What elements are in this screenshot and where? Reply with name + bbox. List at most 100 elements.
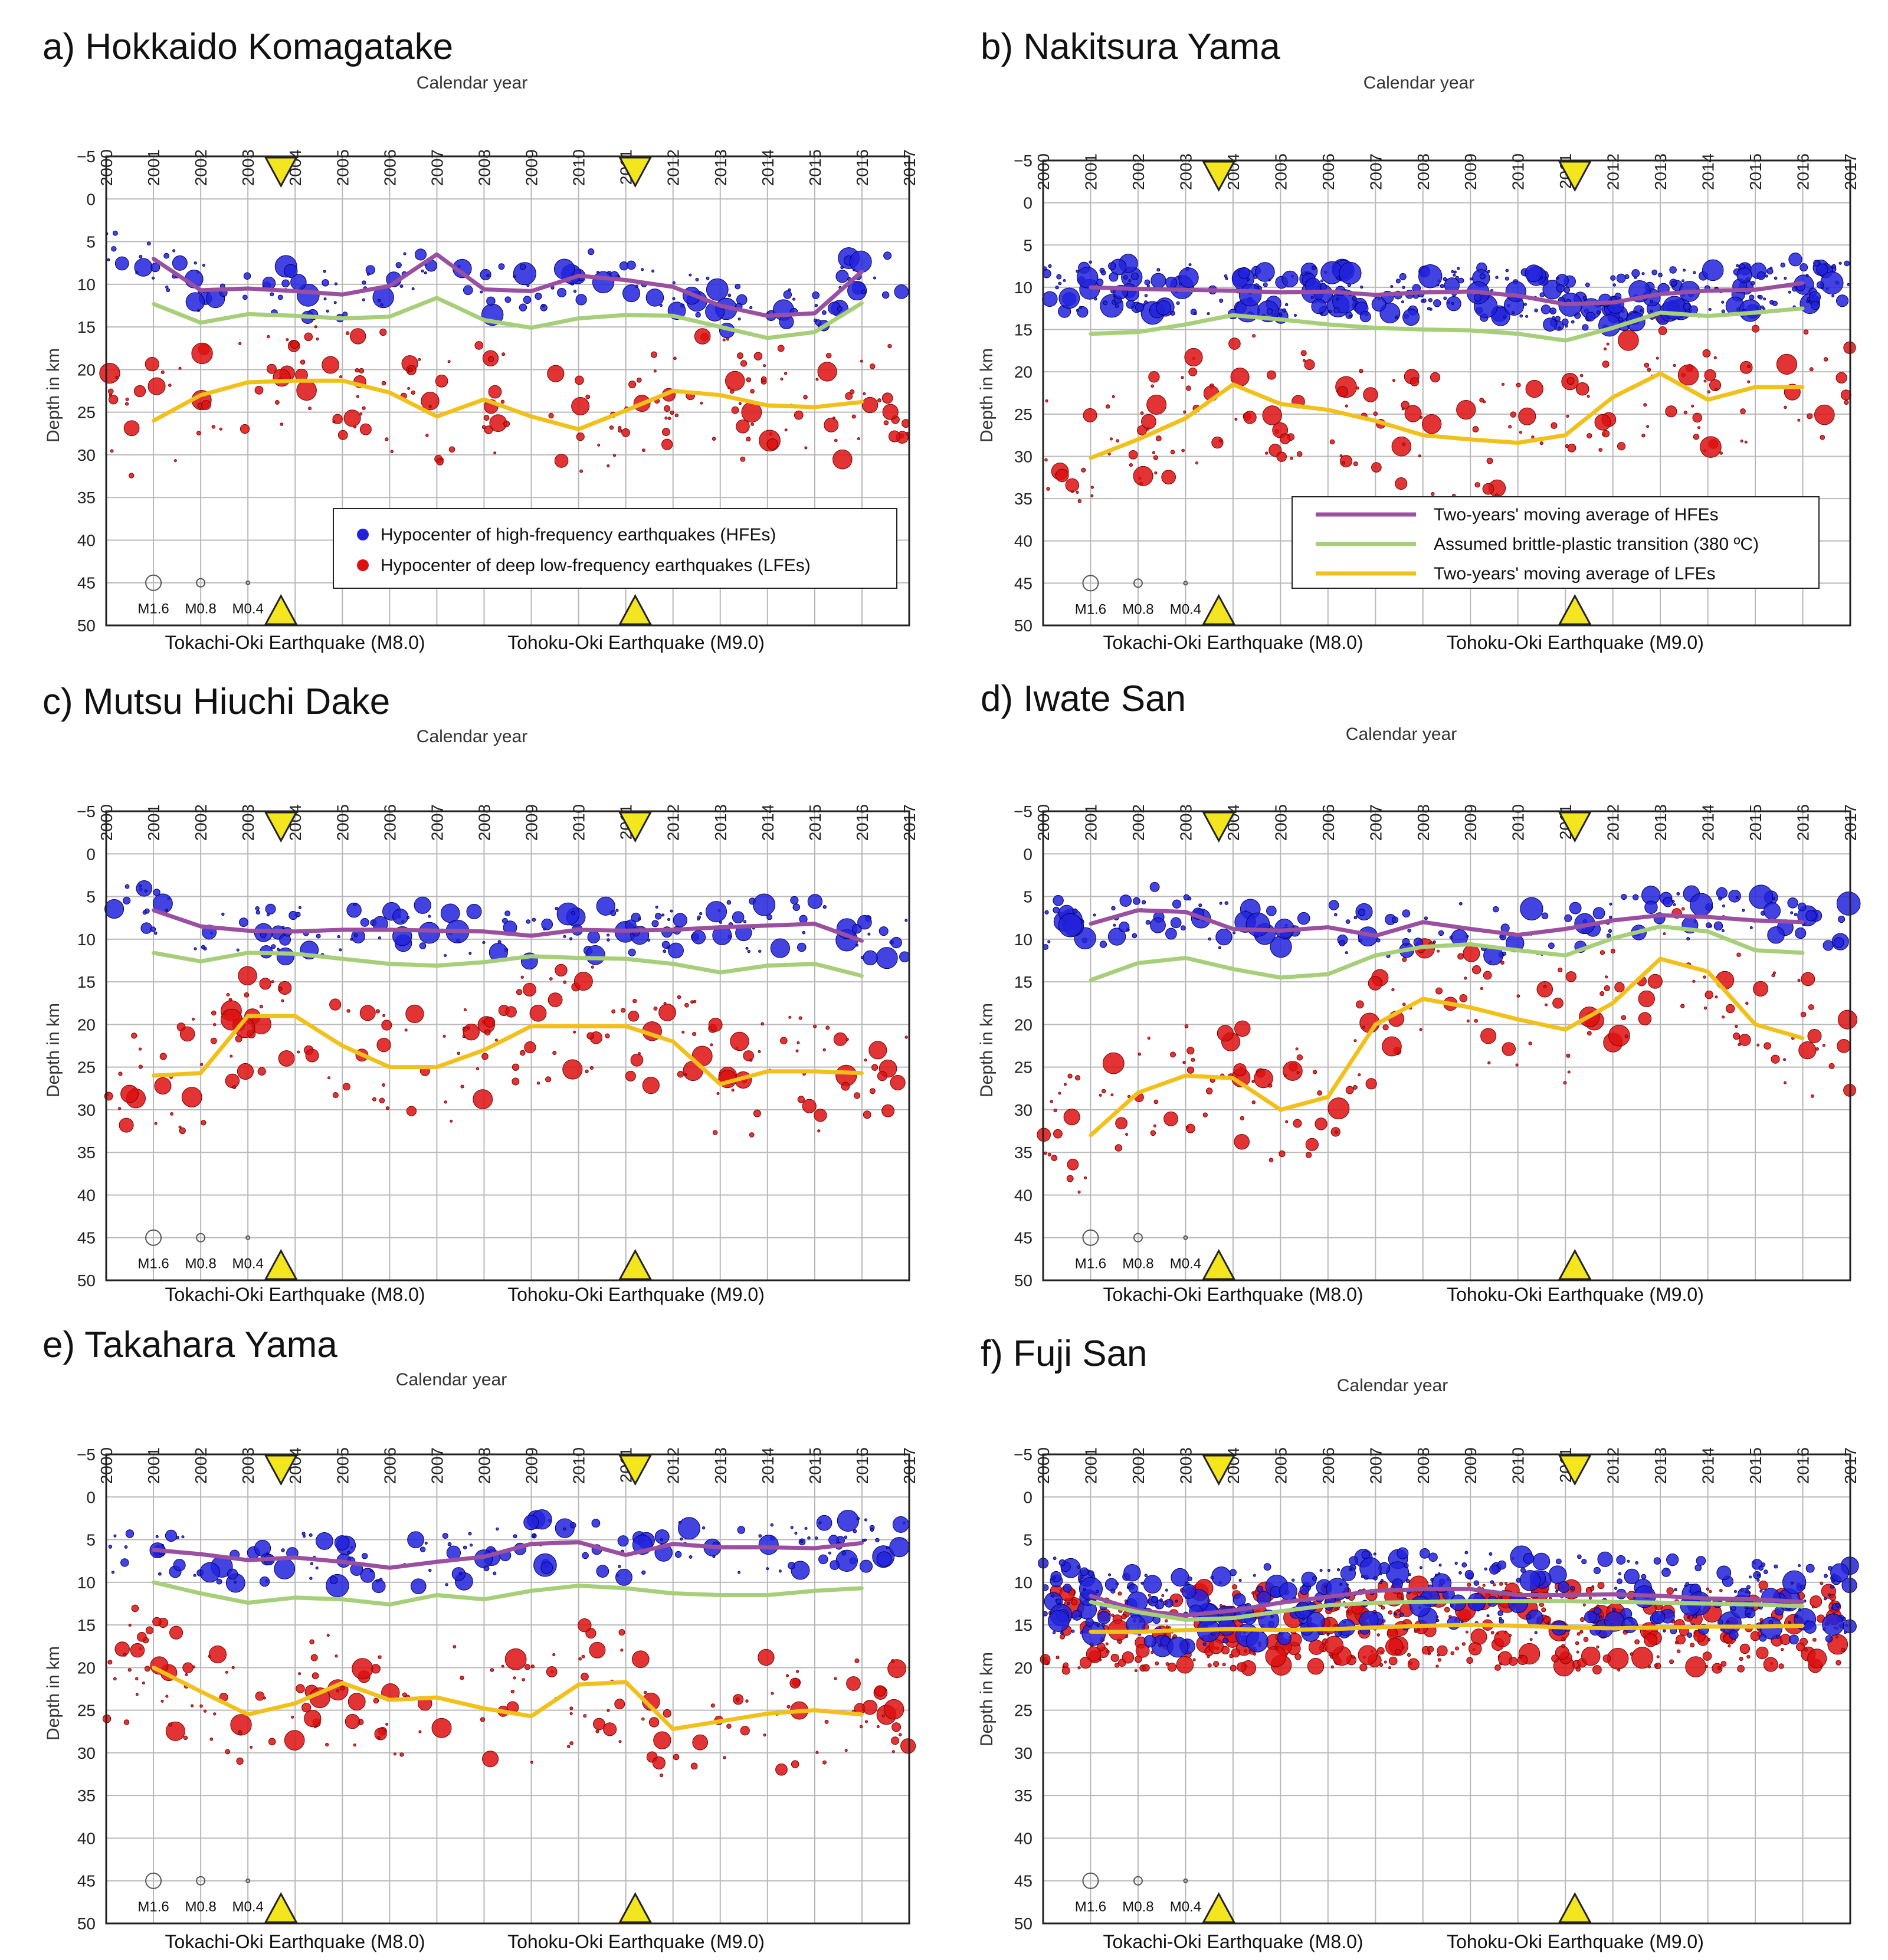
y-tick-label: 25 — [1014, 1702, 1032, 1720]
y-tick-label: 35 — [77, 1143, 96, 1162]
lfe-point — [815, 1751, 819, 1754]
x-tick-label: 2005 — [333, 1447, 352, 1484]
line-point — [1374, 1601, 1378, 1605]
lfe-point — [1465, 1630, 1469, 1634]
lfe-point — [137, 1632, 147, 1642]
hfe-point — [140, 922, 153, 934]
hfe-point — [1165, 277, 1178, 289]
lfe-point — [123, 420, 140, 437]
lfe-point — [1579, 1630, 1584, 1634]
lfe-point — [393, 1752, 396, 1756]
line-point — [1658, 1625, 1663, 1630]
hfe-point — [1464, 1570, 1474, 1579]
lfe-point — [569, 1741, 573, 1745]
lfe-point — [834, 1677, 837, 1680]
line-point — [812, 1589, 817, 1593]
line-point — [1706, 289, 1710, 293]
lfe-point — [1644, 1633, 1658, 1647]
lfe-point — [1525, 379, 1543, 398]
hfe-point — [1443, 277, 1447, 281]
line-point — [529, 1714, 533, 1718]
lfe-point — [1738, 1043, 1741, 1047]
hfe-point — [1060, 1631, 1064, 1635]
lfe-point — [1105, 1642, 1109, 1646]
y-tick-label: 40 — [1014, 532, 1032, 550]
lfe-point — [1482, 1584, 1486, 1587]
lfe-point — [642, 1692, 660, 1711]
line-point — [1231, 967, 1235, 971]
hfe-point — [660, 1538, 663, 1542]
hfe-point — [1669, 266, 1677, 274]
hfe-point — [1371, 297, 1386, 312]
lfe-point — [1404, 405, 1422, 422]
lfe-point — [868, 1041, 887, 1060]
lfe-point — [1056, 1656, 1060, 1660]
hfe-point — [863, 950, 878, 966]
lfe-point — [1067, 1073, 1073, 1079]
hfe-point — [892, 1516, 909, 1533]
hfe-point — [570, 1522, 576, 1529]
lfe-point — [1470, 1628, 1487, 1645]
y-tick-label: 40 — [77, 1186, 96, 1204]
line-point — [624, 313, 628, 317]
hfe-point — [1233, 1593, 1246, 1607]
hfe-point — [1402, 909, 1411, 918]
hfe-point — [315, 1532, 333, 1550]
legend-hfe-lfe: Hypocenter of high-frequency earthquakes… — [333, 508, 897, 589]
hfe-point — [519, 303, 527, 312]
hfe-point — [661, 913, 665, 917]
lfe-point — [597, 443, 601, 447]
lfe-point — [1795, 1642, 1805, 1651]
hfe-point — [1263, 1563, 1271, 1571]
hfe-point — [876, 1551, 892, 1567]
lfe-point — [1109, 437, 1113, 441]
hfe-point — [702, 1526, 706, 1530]
hfe-point — [1427, 307, 1431, 311]
hfe-point — [1694, 1564, 1702, 1572]
hfe-point — [153, 931, 158, 935]
lfe-point — [421, 392, 440, 411]
x-tick-label: 2015 — [806, 1447, 824, 1484]
hfe-point — [284, 264, 298, 278]
hfe-point — [1523, 303, 1527, 306]
hfe-point — [659, 304, 663, 307]
lfe-point — [1676, 1649, 1681, 1654]
lfe-point — [500, 399, 505, 404]
hfe-point — [1736, 267, 1752, 283]
hfe-point — [1128, 279, 1132, 283]
lfe-point — [236, 1757, 244, 1765]
hfe-point — [1245, 912, 1270, 937]
y-tick-label: −5 — [77, 148, 96, 166]
hfe-point — [1246, 277, 1250, 281]
hfe-point — [1618, 1572, 1621, 1575]
hfe-point — [1696, 1556, 1706, 1566]
hfe-point — [1790, 911, 1794, 915]
x-axis-title: Calendar year — [417, 727, 527, 746]
hfe-point — [1042, 291, 1058, 307]
line-point — [1231, 1627, 1235, 1631]
lfe-point — [1808, 1004, 1814, 1010]
hfe-point — [1592, 907, 1605, 920]
hfe-point — [1311, 299, 1327, 314]
lfe-point — [841, 1081, 850, 1091]
lfe-point — [519, 1050, 526, 1056]
hfe-point — [496, 1527, 499, 1531]
lfe-point — [1192, 1658, 1196, 1661]
lfe-point — [1391, 988, 1395, 992]
hfe-point — [1392, 1578, 1403, 1590]
lfe-point — [888, 430, 900, 443]
hfe-point — [242, 294, 248, 300]
lfe-point — [1268, 1083, 1273, 1088]
lfe-point — [1274, 1647, 1278, 1651]
lfe-point — [483, 415, 490, 421]
lfe-point — [1376, 1633, 1380, 1637]
line-point — [1658, 372, 1663, 376]
hfe-point — [1525, 1614, 1531, 1620]
lfe-point — [1592, 1665, 1602, 1674]
plot-frame — [105, 1453, 910, 1925]
event-marker-top — [264, 156, 298, 188]
y-tick-label: 0 — [86, 845, 96, 863]
lfe-point — [749, 1132, 755, 1138]
hfe-point — [1614, 293, 1622, 300]
line-point — [765, 314, 769, 318]
